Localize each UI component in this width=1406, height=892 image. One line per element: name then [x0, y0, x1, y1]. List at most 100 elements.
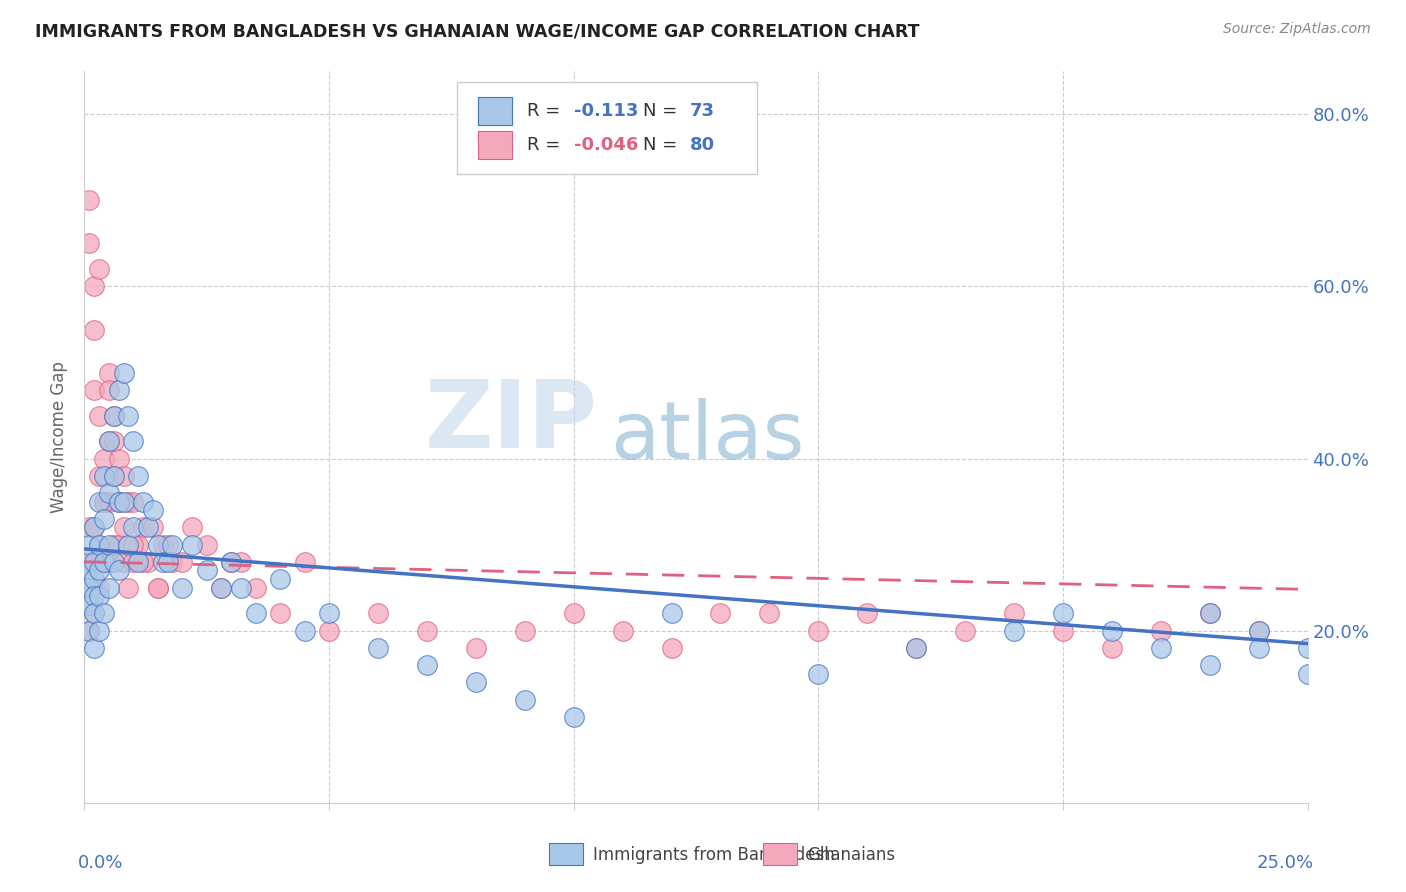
Point — [87, 494, 110, 508]
Point — [103, 409, 125, 423]
Point — [1002, 607, 1025, 621]
Point — [93, 494, 115, 508]
Text: -0.046: -0.046 — [574, 136, 638, 154]
Point — [1198, 607, 1220, 621]
Point — [97, 366, 120, 380]
Point — [1247, 624, 1270, 638]
Text: Ghanaians: Ghanaians — [807, 846, 896, 863]
Point — [87, 538, 110, 552]
Point — [87, 564, 110, 578]
Point — [83, 589, 105, 603]
Point — [97, 494, 120, 508]
Point — [97, 486, 120, 500]
Y-axis label: Wage/Income Gap: Wage/Income Gap — [51, 361, 69, 513]
Point — [1296, 666, 1319, 681]
Point — [127, 555, 149, 569]
Point — [97, 581, 120, 595]
Point — [1052, 624, 1074, 638]
Point — [152, 538, 174, 552]
Point — [83, 520, 105, 534]
Point — [97, 383, 120, 397]
Point — [195, 564, 218, 578]
Point — [1150, 624, 1173, 638]
Point — [294, 555, 316, 569]
Point — [1101, 624, 1123, 638]
Point — [162, 555, 184, 569]
Point — [93, 451, 115, 466]
Text: 73: 73 — [690, 102, 714, 120]
Point — [1198, 607, 1220, 621]
Point — [181, 538, 204, 552]
Point — [416, 624, 439, 638]
Bar — [550, 843, 583, 865]
Text: atlas: atlas — [610, 398, 804, 476]
Point — [229, 581, 252, 595]
Point — [93, 494, 115, 508]
Point — [87, 589, 110, 603]
Point — [156, 555, 179, 569]
Point — [1247, 640, 1270, 655]
Point — [103, 468, 125, 483]
Point — [856, 607, 879, 621]
FancyBboxPatch shape — [457, 82, 758, 174]
Point — [709, 607, 731, 621]
Point — [146, 581, 169, 595]
Point — [807, 624, 830, 638]
Point — [83, 607, 105, 621]
Point — [136, 520, 159, 534]
Point — [661, 607, 683, 621]
Point — [367, 640, 389, 655]
Point — [172, 555, 194, 569]
Point — [112, 494, 135, 508]
Point — [209, 581, 232, 595]
Point — [117, 409, 139, 423]
Text: N =: N = — [644, 136, 683, 154]
Point — [122, 434, 145, 449]
Point — [107, 383, 129, 397]
Text: Source: ZipAtlas.com: Source: ZipAtlas.com — [1223, 22, 1371, 37]
Point — [83, 322, 105, 336]
Point — [219, 555, 242, 569]
Point — [77, 581, 100, 595]
Point — [513, 624, 536, 638]
Point — [77, 598, 100, 612]
Point — [132, 494, 155, 508]
Point — [112, 468, 135, 483]
Point — [905, 640, 928, 655]
Point — [83, 279, 105, 293]
Point — [83, 607, 105, 621]
Point — [1101, 640, 1123, 655]
Point — [209, 581, 232, 595]
Point — [103, 555, 125, 569]
Point — [93, 468, 115, 483]
Point — [107, 494, 129, 508]
Point — [97, 434, 120, 449]
Point — [107, 538, 129, 552]
Point — [195, 538, 218, 552]
Point — [87, 262, 110, 277]
Point — [905, 640, 928, 655]
Point — [87, 538, 110, 552]
Point — [612, 624, 634, 638]
Text: N =: N = — [644, 102, 683, 120]
Text: 80: 80 — [690, 136, 716, 154]
Text: R =: R = — [527, 136, 567, 154]
Point — [103, 538, 125, 552]
Point — [318, 624, 340, 638]
Point — [142, 503, 165, 517]
Point — [146, 581, 169, 595]
Point — [112, 520, 135, 534]
Point — [127, 468, 149, 483]
Point — [132, 520, 155, 534]
Point — [77, 538, 100, 552]
Point — [1296, 640, 1319, 655]
Point — [117, 538, 139, 552]
Point — [172, 581, 194, 595]
Point — [77, 555, 100, 569]
Point — [156, 538, 179, 552]
Point — [77, 624, 100, 638]
Point — [416, 658, 439, 673]
Point — [77, 520, 100, 534]
Point — [83, 555, 105, 569]
Point — [807, 666, 830, 681]
